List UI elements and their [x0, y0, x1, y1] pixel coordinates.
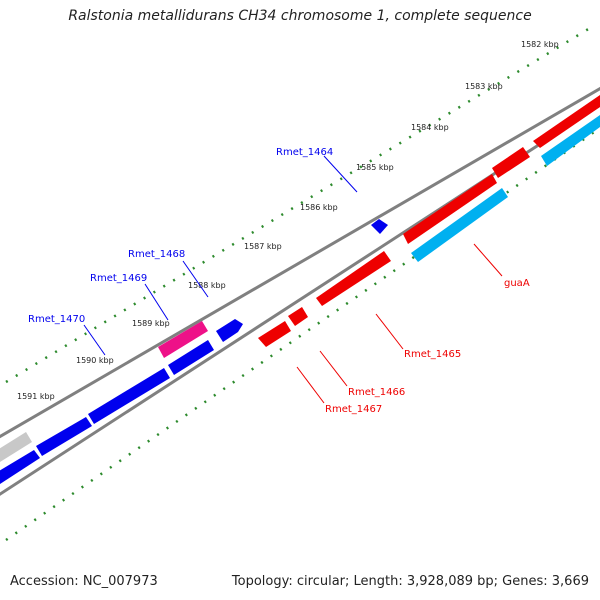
gene-arrow-red[interactable]: [403, 174, 497, 244]
gene-label[interactable]: Rmet_1467: [325, 404, 382, 415]
gene-label[interactable]: Rmet_1466: [348, 387, 405, 398]
map-title: Ralstonia metallidurans CH34 chromosome …: [68, 8, 532, 24]
leader-line: [144, 283, 169, 321]
leader-line: [83, 324, 106, 356]
tick-label: 1586 kbp: [300, 203, 338, 212]
gene-arrow-red[interactable]: [533, 95, 600, 148]
gene-arrow-cyan[interactable]: [541, 115, 600, 166]
gene-arrow-blue[interactable]: [168, 340, 214, 375]
gene-arrow-blue[interactable]: [88, 368, 170, 424]
accession-text: Accession: NC_007973: [10, 574, 158, 589]
tick-label: 1583 kbp: [465, 82, 503, 91]
gene-label[interactable]: Rmet_1464: [276, 147, 333, 158]
tick-label: 1585 kbp: [356, 163, 394, 172]
leader-line: [296, 366, 325, 404]
gene-arrow-red[interactable]: [288, 307, 308, 326]
tick-label: 1582 kbp: [521, 40, 559, 49]
gene-arrow-red[interactable]: [258, 321, 291, 347]
tick-label: 1589 kbp: [132, 319, 170, 328]
gene-arrow-cyan[interactable]: [411, 188, 508, 262]
gene-arrow-red[interactable]: [492, 147, 530, 178]
leader-line: [375, 313, 404, 350]
genome-summary-text: Topology: circular; Length: 3,928,089 bp…: [231, 574, 589, 589]
gene-arrow-blue[interactable]: [216, 319, 243, 342]
tick-label: 1590 kbp: [76, 356, 114, 365]
leader-line: [182, 260, 209, 298]
gene-arrow-magenta[interactable]: [158, 321, 208, 358]
gene-arrow-gray[interactable]: [0, 432, 32, 462]
gene-label[interactable]: Rmet_1469: [90, 273, 147, 284]
gene-arrow-blue[interactable]: [0, 450, 40, 484]
gene-arrow-blue[interactable]: [36, 417, 92, 456]
tick-label: 1591 kbp: [17, 392, 55, 401]
leader-line: [319, 350, 348, 387]
tick-label: 1584 kbp: [411, 123, 449, 132]
gene-label[interactable]: Rmet_1465: [404, 349, 461, 360]
leader-line: [323, 155, 358, 193]
tick-label: 1588 kbp: [188, 281, 226, 290]
gene-arrow-blue[interactable]: [371, 219, 388, 234]
gene-label[interactable]: guaA: [504, 278, 530, 289]
tick-row-inner: [5, 126, 600, 542]
backbone-line-outer: [0, 86, 600, 439]
tick-label: 1587 kbp: [244, 242, 282, 251]
gene-label[interactable]: Rmet_1470: [28, 314, 85, 325]
leader-line: [473, 243, 503, 277]
gene-label[interactable]: Rmet_1468: [128, 249, 185, 260]
gene-arrow-red[interactable]: [316, 251, 391, 306]
